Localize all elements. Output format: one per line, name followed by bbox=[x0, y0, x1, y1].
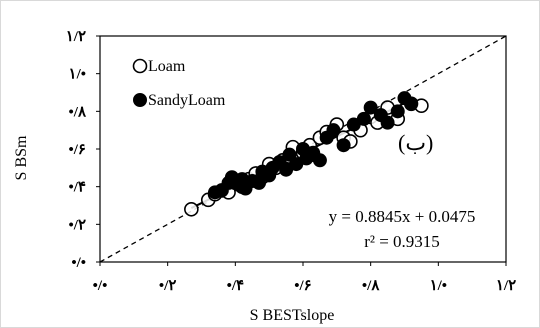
x-tick-label: ١/• bbox=[430, 278, 447, 294]
x-tick-label: •/• bbox=[93, 278, 108, 294]
legend-marker-loam bbox=[132, 58, 148, 74]
r-squared-label: r² = 0.9315 bbox=[364, 232, 440, 251]
legend-label-loam: Loam bbox=[148, 58, 186, 75]
y-tick-label: •/٢ bbox=[69, 217, 86, 233]
data-point-sandyloam bbox=[380, 115, 395, 130]
data-point-sandyloam bbox=[356, 111, 371, 126]
y-tick-label: •/۶ bbox=[69, 142, 86, 158]
x-axis-ticks: •/• •/٢ •/۴ •/۶ •/٨ ١/• ١/٢ bbox=[93, 262, 516, 294]
data-point-sandyloam bbox=[363, 100, 378, 115]
regression-equation: y = 0.8845x + 0.0475 bbox=[329, 207, 476, 226]
legend: Loam SandyLoam bbox=[132, 58, 226, 109]
y-tick-label: •/• bbox=[71, 255, 86, 271]
one-to-one-reference-line bbox=[99, 35, 507, 263]
legend-marker-sandyloam bbox=[133, 93, 147, 107]
panel-label: (ب) bbox=[398, 130, 433, 155]
x-axis-title: S BESTslope bbox=[250, 307, 335, 324]
x-tick-label: •/۶ bbox=[294, 278, 311, 294]
y-axis-ticks: •/• •/٢ •/۴ •/۶ •/٨ ١/• ١/٢ bbox=[66, 29, 100, 271]
x-tick-label: •/۴ bbox=[227, 278, 244, 294]
data-point-sandyloam bbox=[312, 153, 327, 168]
data-point-sandyloam bbox=[282, 147, 297, 162]
data-point-sandyloam bbox=[404, 96, 419, 111]
x-tick-label: ١/٢ bbox=[496, 278, 516, 294]
data-point-loam bbox=[184, 201, 199, 217]
x-tick-label: •/٨ bbox=[362, 278, 380, 294]
x-tick-label: •/٢ bbox=[159, 278, 176, 294]
y-tick-label: ١/٢ bbox=[66, 29, 86, 45]
y-tick-label: •/۴ bbox=[69, 180, 86, 196]
data-points bbox=[184, 91, 429, 217]
data-point-sandyloam bbox=[326, 123, 341, 138]
legend-label-sandyloam: SandyLoam bbox=[148, 92, 226, 109]
y-axis-title: S BSm bbox=[13, 135, 30, 180]
y-tick-label: ١/• bbox=[69, 67, 86, 83]
y-tick-label: •/٨ bbox=[69, 104, 87, 120]
data-point-sandyloam bbox=[390, 104, 405, 119]
data-point-sandyloam bbox=[336, 138, 351, 153]
